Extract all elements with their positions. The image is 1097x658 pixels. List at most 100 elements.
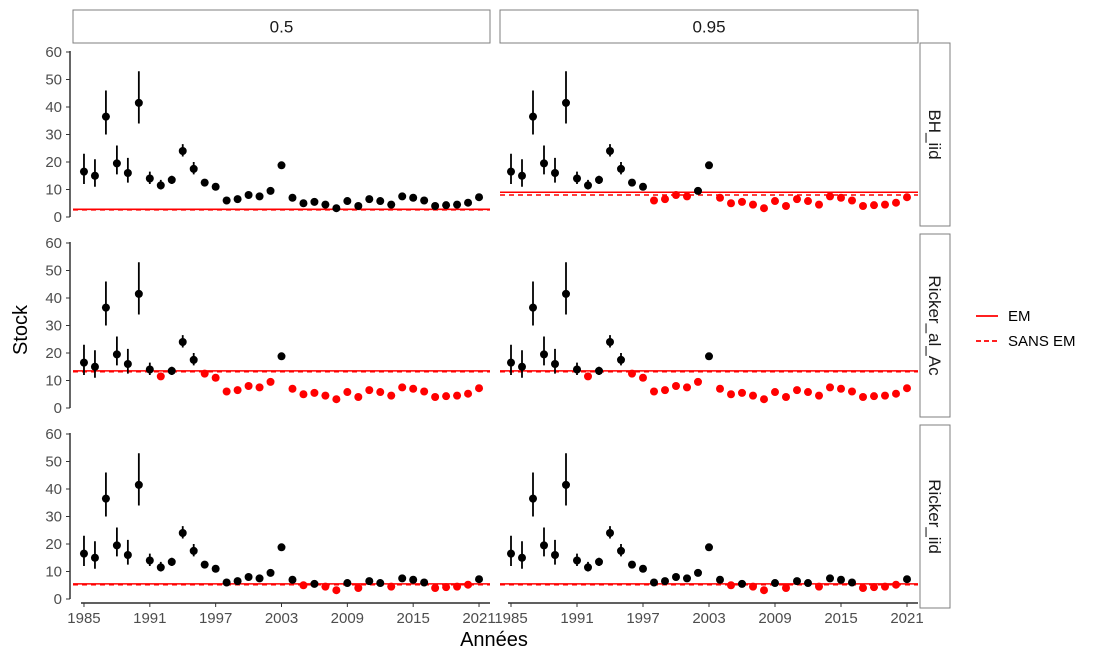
data-point xyxy=(760,586,768,595)
data-point xyxy=(156,372,165,381)
data-point xyxy=(200,369,209,378)
data-point xyxy=(310,579,319,588)
x-tick-label: 1997 xyxy=(626,610,659,627)
row-strip-label: Ricker_iid xyxy=(925,479,944,554)
data-point xyxy=(321,582,330,591)
data-point xyxy=(475,193,484,202)
data-point xyxy=(595,366,603,375)
data-point xyxy=(661,386,669,395)
data-point xyxy=(749,391,757,400)
data-point xyxy=(398,574,407,583)
data-point xyxy=(123,551,132,559)
data-point xyxy=(332,586,341,595)
data-point xyxy=(420,387,429,396)
col-strip xyxy=(499,9,919,44)
data-point xyxy=(903,384,911,393)
data-point xyxy=(200,178,209,187)
data-point xyxy=(288,384,297,393)
data-point xyxy=(826,192,834,201)
panel xyxy=(500,71,918,213)
row-strip xyxy=(919,424,951,609)
data-point xyxy=(661,195,669,204)
data-point xyxy=(365,195,374,204)
y-tick-label: 60 xyxy=(45,235,62,252)
y-tick-label: 40 xyxy=(45,481,62,498)
data-point xyxy=(595,557,603,566)
data-point xyxy=(211,564,220,573)
row-strip-label: Ricker_al_Ac xyxy=(925,275,944,376)
data-point xyxy=(431,584,440,592)
data-point xyxy=(167,557,176,566)
data-point xyxy=(288,193,297,202)
y-tick-label: 30 xyxy=(45,318,62,335)
data-point xyxy=(112,541,121,550)
data-point xyxy=(101,494,110,503)
data-point xyxy=(881,200,889,209)
data-point xyxy=(738,197,746,206)
data-point xyxy=(617,164,625,173)
x-tick-label: 1985 xyxy=(494,610,527,627)
data-point xyxy=(573,174,581,183)
data-point xyxy=(716,575,724,584)
data-point xyxy=(354,584,363,592)
data-point xyxy=(420,196,429,205)
data-point xyxy=(782,202,790,210)
data-point xyxy=(727,199,735,208)
y-tick-label: 20 xyxy=(45,154,62,171)
y-tick-label: 50 xyxy=(45,454,62,471)
data-point xyxy=(211,182,220,191)
col-strip-label: 0.95 xyxy=(692,18,725,37)
data-point xyxy=(639,564,647,573)
data-point xyxy=(694,186,702,195)
data-point xyxy=(167,175,176,184)
y-tick-label: 60 xyxy=(45,44,62,61)
data-point xyxy=(804,579,812,588)
data-point xyxy=(376,388,385,397)
data-point xyxy=(178,338,187,346)
y-tick-label: 0 xyxy=(54,591,62,608)
data-point xyxy=(211,373,220,382)
data-point xyxy=(112,350,121,359)
data-point xyxy=(255,383,264,392)
data-point xyxy=(727,581,735,590)
data-point xyxy=(617,546,625,555)
data-point xyxy=(343,388,352,397)
data-point xyxy=(892,580,900,589)
data-point xyxy=(562,480,570,489)
col-strip xyxy=(72,9,491,44)
data-point xyxy=(793,386,801,395)
data-point xyxy=(606,147,614,155)
row-strip-label: BH_iid xyxy=(925,109,944,159)
y-tick-label: 30 xyxy=(45,509,62,526)
data-point xyxy=(189,546,198,555)
data-point xyxy=(705,161,713,170)
data-point xyxy=(584,563,592,572)
data-point xyxy=(716,193,724,202)
data-point xyxy=(409,193,418,202)
data-point xyxy=(354,202,363,210)
data-point xyxy=(859,393,867,401)
y-tick-label: 50 xyxy=(45,72,62,89)
data-point xyxy=(376,197,385,206)
x-tick-label: 2021 xyxy=(890,610,923,627)
data-point xyxy=(870,392,878,401)
y-tick-label: 10 xyxy=(45,182,62,199)
panel xyxy=(73,453,490,595)
data-point xyxy=(562,98,570,107)
data-point xyxy=(90,362,99,371)
data-point xyxy=(420,578,429,587)
data-point xyxy=(134,289,143,298)
data-point xyxy=(518,362,526,371)
data-point xyxy=(376,579,385,588)
data-point xyxy=(848,387,856,396)
y-tick-label: 40 xyxy=(45,99,62,116)
row-strip xyxy=(919,233,951,418)
data-point xyxy=(518,553,526,562)
data-point xyxy=(134,98,143,107)
data-point xyxy=(156,563,165,572)
data-point xyxy=(475,575,484,584)
data-point xyxy=(266,186,275,195)
data-point xyxy=(639,182,647,191)
y-axis-title: Stock xyxy=(10,304,32,355)
data-point xyxy=(672,573,680,581)
